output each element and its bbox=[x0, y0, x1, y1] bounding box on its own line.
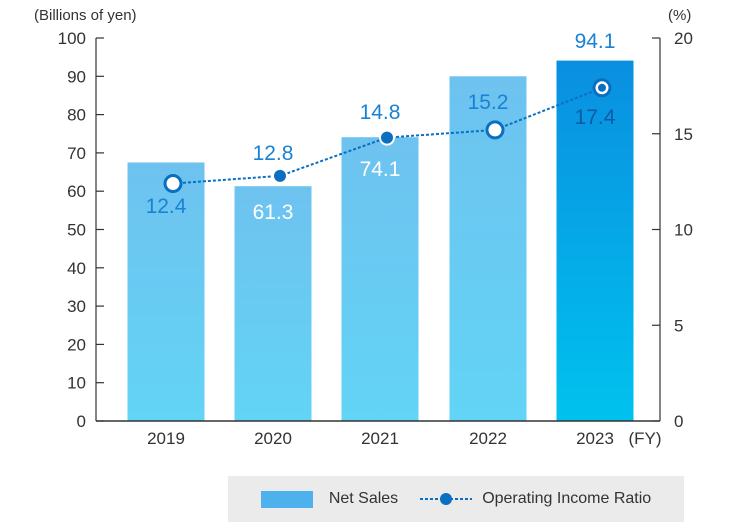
legend-label-net-sales: Net Sales bbox=[328, 490, 399, 507]
data-label-operating-income-ratio: 14.8 bbox=[360, 101, 401, 124]
data-label-net-sales: 74.1 bbox=[360, 158, 401, 181]
bar-net-sales bbox=[341, 137, 419, 421]
bar-net-sales bbox=[127, 162, 205, 421]
line-point-center bbox=[598, 83, 606, 92]
left-axis: 0 10 20 30 40 50 60 70 80 90 100 bbox=[58, 29, 104, 431]
line-point-operating-income-ratio bbox=[272, 167, 288, 184]
line-point-operating-income-ratio bbox=[485, 120, 505, 140]
data-label-net-sales: 67.5 bbox=[146, 130, 187, 153]
legend-line-swatch bbox=[420, 493, 473, 505]
left-axis-unit-label: (Billions of yen) bbox=[34, 7, 137, 24]
data-label-net-sales: 94.1 bbox=[575, 30, 616, 53]
data-label-net-sales: 90.0 bbox=[468, 45, 509, 68]
left-axis-tick-label: 60 bbox=[67, 182, 86, 201]
left-axis-tick-label: 0 bbox=[77, 412, 86, 431]
line-series bbox=[163, 78, 612, 194]
left-axis-tick-label: 70 bbox=[67, 144, 86, 163]
left-axis-tick-label: 100 bbox=[58, 29, 86, 48]
bar-net-sales bbox=[234, 186, 312, 421]
legend-label-operating-income-ratio: Operating Income Ratio bbox=[482, 490, 652, 507]
legend: Net Sales Operating Income Ratio bbox=[228, 476, 684, 522]
left-axis-tick-label: 30 bbox=[67, 297, 86, 316]
left-axis-tick-label: 10 bbox=[67, 374, 86, 393]
data-label-operating-income-ratio: 12.8 bbox=[253, 142, 294, 165]
right-axis-tick-label: 0 bbox=[674, 412, 683, 431]
x-axis-tick-label: 2021 bbox=[361, 429, 399, 448]
left-axis-tick-label: 80 bbox=[67, 106, 86, 125]
data-label-operating-income-ratio: 17.4 bbox=[575, 106, 616, 129]
data-label-net-sales: 61.3 bbox=[253, 201, 294, 224]
data-label-operating-income-ratio: 15.2 bbox=[468, 91, 509, 114]
left-axis-tick-label: 20 bbox=[67, 335, 86, 354]
left-axis-tick-label: 40 bbox=[67, 259, 86, 278]
legend-item-operating-income-ratio: Operating Income Ratio bbox=[398, 490, 651, 508]
line-point-operating-income-ratio bbox=[163, 174, 183, 194]
x-axis-tick-label: 2020 bbox=[254, 429, 292, 448]
x-axis: 2019 2020 2021 2022 2023 (FY) bbox=[96, 420, 662, 448]
x-axis-tick-label: 2023 bbox=[576, 429, 614, 448]
bar-net-sales bbox=[556, 60, 634, 422]
right-axis-unit-label: (%) bbox=[668, 7, 691, 24]
right-axis: 0 5 10 15 20 bbox=[652, 29, 693, 431]
right-axis-tick-label: 10 bbox=[674, 221, 693, 240]
left-axis-tick-label: 50 bbox=[67, 221, 86, 240]
data-label-operating-income-ratio: 12.4 bbox=[146, 195, 187, 218]
x-axis-tick-label: 2019 bbox=[147, 429, 185, 448]
right-axis-tick-label: 20 bbox=[674, 29, 693, 48]
x-axis-tick-label: 2022 bbox=[469, 429, 507, 448]
legend-bar-swatch bbox=[260, 490, 313, 508]
x-axis-suffix: (FY) bbox=[628, 429, 661, 448]
left-axis-tick-label: 90 bbox=[67, 67, 86, 86]
legend-item-net-sales: Net Sales bbox=[260, 490, 399, 508]
right-axis-tick-label: 15 bbox=[674, 125, 693, 144]
line-point-operating-income-ratio bbox=[379, 129, 395, 146]
bar-series bbox=[127, 60, 634, 422]
right-axis-tick-label: 5 bbox=[674, 316, 683, 335]
data-labels: 67.5 61.3 74.1 90.0 94.1 12.4 12.8 14.8 15.2 17.4 bbox=[146, 30, 616, 224]
